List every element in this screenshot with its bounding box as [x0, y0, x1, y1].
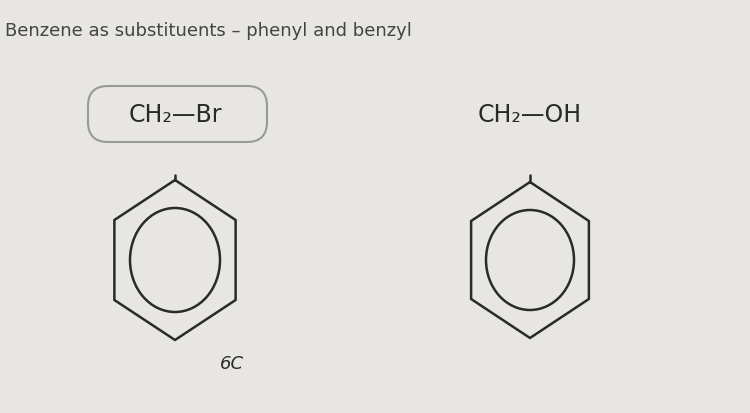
Text: CH₂—OH: CH₂—OH	[478, 103, 582, 127]
Text: CH₂—Br: CH₂—Br	[128, 103, 222, 127]
Text: 6C: 6C	[220, 355, 245, 373]
Text: Benzene as substituents – phenyl and benzyl: Benzene as substituents – phenyl and ben…	[5, 22, 412, 40]
